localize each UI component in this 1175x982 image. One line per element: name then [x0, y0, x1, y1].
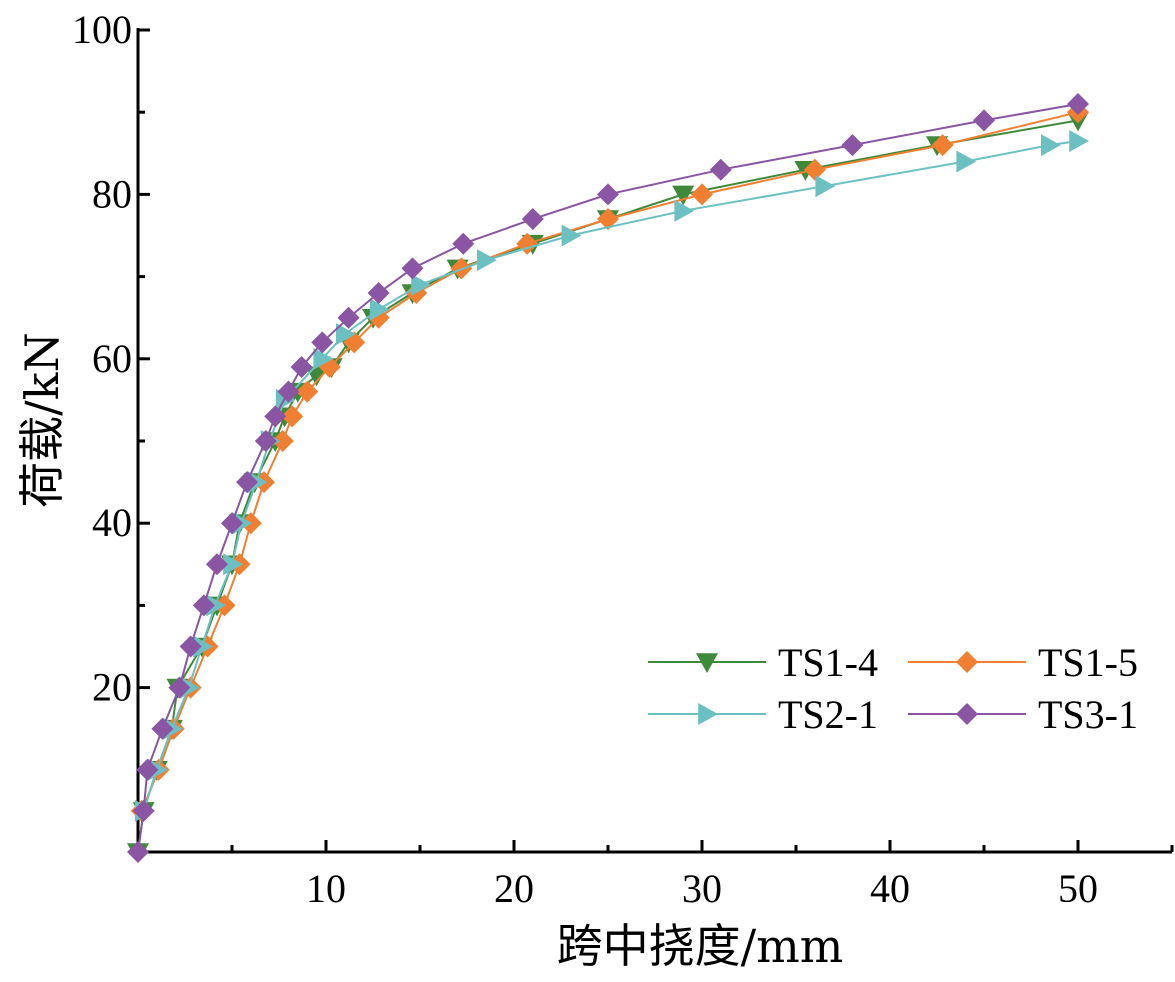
legend-label-ts2-1: TS2-1 [778, 692, 878, 737]
data-point-ts3-1 [221, 512, 243, 535]
data-point-ts3-1 [311, 331, 334, 354]
legend-marker-ts2-1 [698, 703, 718, 725]
data-point-ts3-1 [264, 405, 287, 428]
data-point-ts3-1 [136, 758, 159, 781]
data-point-ts1-5 [296, 380, 319, 403]
y-tick-label: 60 [92, 336, 132, 381]
data-point-ts2-1 [815, 175, 836, 198]
y-tick-label: 100 [72, 7, 132, 52]
x-tick-label: 40 [870, 866, 910, 911]
data-point-ts3-1 [254, 430, 277, 452]
legend: TS1-4 TS1-5 TS2-1 TS3-1 [648, 640, 1138, 737]
data-point-ts2-1 [336, 323, 356, 346]
data-point-ts2-1 [477, 249, 497, 272]
data-point-ts3-1 [973, 109, 995, 132]
series-line-ts1-4 [137, 119, 1079, 853]
data-point-ts1-5 [271, 430, 294, 452]
data-point-ts3-1 [337, 306, 360, 329]
series-line-ts2-1 [142, 140, 1079, 812]
y-tick-label: 80 [92, 171, 132, 216]
data-point-ts3-1 [841, 134, 864, 157]
data-point-ts2-1 [411, 273, 431, 296]
data-point-ts1-5 [281, 405, 304, 428]
data-point-ts1-5 [691, 183, 713, 206]
legend-label-ts1-4: TS1-4 [778, 640, 878, 685]
data-point-ts2-1 [956, 150, 977, 173]
data-point-ts3-1 [521, 208, 544, 231]
data-point-ts2-1 [369, 298, 390, 321]
data-point-ts3-1 [709, 158, 732, 181]
data-point-ts3-1 [597, 183, 619, 206]
data-point-ts1-5 [597, 208, 619, 231]
data-point-ts3-1 [277, 380, 300, 403]
y-axis-title: 荷载/kN [15, 332, 69, 508]
legend-label-ts3-1: TS3-1 [1038, 692, 1138, 737]
legend-item-ts2-1: TS2-1 [648, 692, 878, 737]
data-point-ts2-1 [1041, 134, 1061, 157]
data-point-ts2-1 [223, 553, 243, 576]
x-tick-label: 10 [306, 866, 346, 911]
axes: 10 20 30 40 50 20 40 60 80 100 [72, 7, 1174, 911]
data-point-ts3-1 [168, 676, 191, 699]
data-point-ts3-1 [401, 257, 424, 280]
data-point-ts2-1 [674, 199, 695, 222]
y-tick-label: 40 [92, 500, 132, 545]
legend-label-ts1-5: TS1-5 [1038, 640, 1138, 685]
legend-marker-ts3-1 [956, 703, 978, 725]
legend-item-ts1-4: TS1-4 [648, 640, 878, 685]
data-point-ts2-1 [193, 635, 213, 658]
data-point-ts3-1 [236, 471, 259, 494]
data-point-ts3-1 [127, 841, 149, 863]
data-point-ts2-1 [1069, 129, 1089, 152]
series-layer [127, 92, 1089, 863]
data-point-ts2-1 [561, 224, 582, 247]
x-axis-title: 跨中挠度/mm [557, 919, 844, 973]
data-point-ts1-4 [672, 185, 695, 206]
legend-item-ts3-1: TS3-1 [908, 692, 1138, 737]
data-point-ts3-1 [452, 232, 475, 255]
data-point-ts2-1 [313, 347, 334, 370]
data-point-ts1-5 [803, 158, 826, 181]
data-point-ts1-5 [931, 134, 954, 157]
x-tick-label: 20 [494, 866, 534, 911]
x-tick-label: 50 [1058, 866, 1098, 911]
legend-marker-ts1-5 [956, 651, 978, 673]
data-point-ts3-1 [290, 356, 313, 379]
data-point-ts3-1 [367, 282, 390, 305]
data-point-ts3-1 [132, 799, 155, 822]
y-tick-label: 20 [92, 665, 132, 710]
legend-marker-ts1-4 [696, 653, 718, 673]
legend-item-ts1-5: TS1-5 [908, 640, 1138, 685]
x-tick-label: 30 [682, 866, 722, 911]
data-point-ts2-1 [206, 594, 227, 617]
data-point-ts3-1 [179, 635, 202, 658]
data-point-ts3-1 [192, 594, 215, 617]
data-point-ts3-1 [1067, 92, 1089, 115]
data-point-ts3-1 [205, 553, 228, 576]
series-ts2-1 [134, 129, 1089, 822]
series-ts3-1 [127, 92, 1089, 863]
data-point-ts3-1 [151, 717, 174, 740]
